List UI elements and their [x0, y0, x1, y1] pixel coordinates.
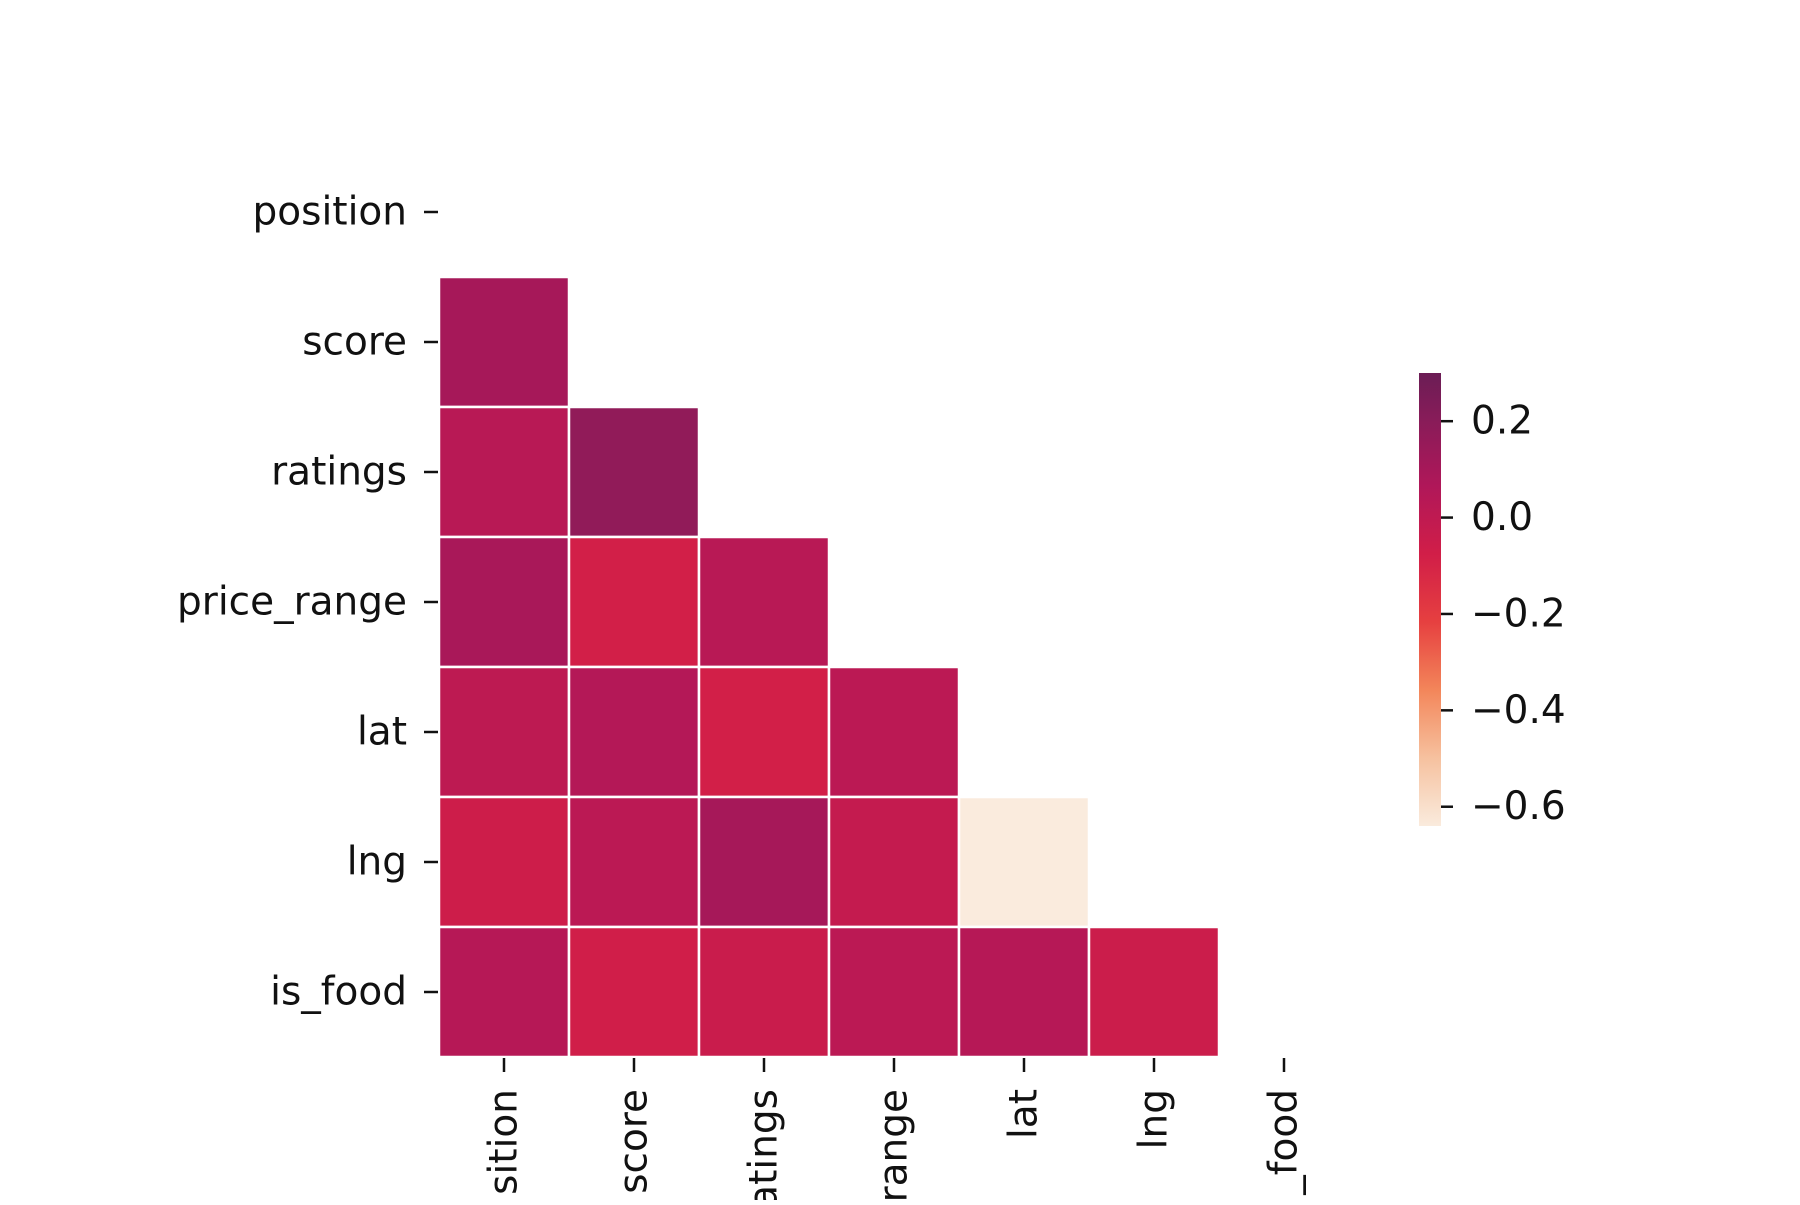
y-tick-label: ratings — [271, 450, 407, 495]
heatmap-cell-lat-position — [437, 665, 571, 799]
heatmap-cell-lng-ratings — [697, 795, 831, 929]
x-tick-label: lat — [1002, 1089, 1047, 1139]
y-tick-label: score — [302, 320, 407, 365]
x-tick-label: lng — [1132, 1089, 1177, 1149]
heatmap-cells — [437, 275, 1221, 1059]
x-tick-label: range — [872, 1089, 917, 1200]
heatmap-cell-is_food-score — [567, 925, 701, 1059]
x-axis-ticks: sition score atings range lat lng _food — [482, 1058, 1307, 1200]
heatmap-cell-is_food-position — [437, 925, 571, 1059]
y-tick-label: lat — [357, 710, 407, 755]
y-tick-label: lng — [347, 840, 407, 885]
colorbar-tick-label: −0.2 — [1471, 591, 1566, 636]
heatmap-cell-lat-score — [567, 665, 701, 799]
heatmap-cell-ratings-score — [567, 405, 701, 539]
heatmap-cell-lng-score — [567, 795, 701, 929]
colorbar-tick-label: −0.4 — [1471, 688, 1566, 733]
heatmap-cell-lng-position — [437, 795, 571, 929]
heatmap-cell-is_food-price_range — [827, 925, 961, 1059]
heatmap-cell-lat-price_range — [827, 665, 961, 799]
heatmap-cell-is_food-lng — [1087, 925, 1221, 1059]
colorbar-tick-label: 0.2 — [1471, 399, 1533, 444]
y-tick-label: price_range — [177, 580, 407, 625]
colorbar: 0.2 0.0 −0.2 −0.4 −0.6 — [1419, 373, 1566, 829]
heatmap-cell-is_food-ratings — [697, 925, 831, 1059]
colorbar-gradient — [1419, 373, 1441, 826]
heatmap-cell-lng-lat — [957, 795, 1091, 929]
heatmap-cell-is_food-lat — [957, 925, 1091, 1059]
colorbar-tick-label: −0.6 — [1471, 784, 1566, 829]
heatmap-cell-ratings-position — [437, 405, 571, 539]
heatmap-cell-lng-price_range — [827, 795, 961, 929]
heatmap-cell-score-position — [437, 275, 571, 409]
heatmap-cell-price_range-position — [437, 535, 571, 669]
x-tick-label: sition — [482, 1089, 527, 1195]
heatmap-cell-lat-ratings — [697, 665, 831, 799]
x-tick-label: atings — [742, 1089, 787, 1200]
x-tick-label: score — [612, 1089, 657, 1194]
y-tick-label: is_food — [270, 970, 407, 1015]
colorbar-tick-label: 0.0 — [1471, 495, 1533, 540]
heatmap-cell-price_range-score — [567, 535, 701, 669]
heatmap-cell-price_range-ratings — [697, 535, 831, 669]
x-tick-label: _food — [1262, 1089, 1307, 1196]
y-tick-label: position — [253, 190, 407, 235]
